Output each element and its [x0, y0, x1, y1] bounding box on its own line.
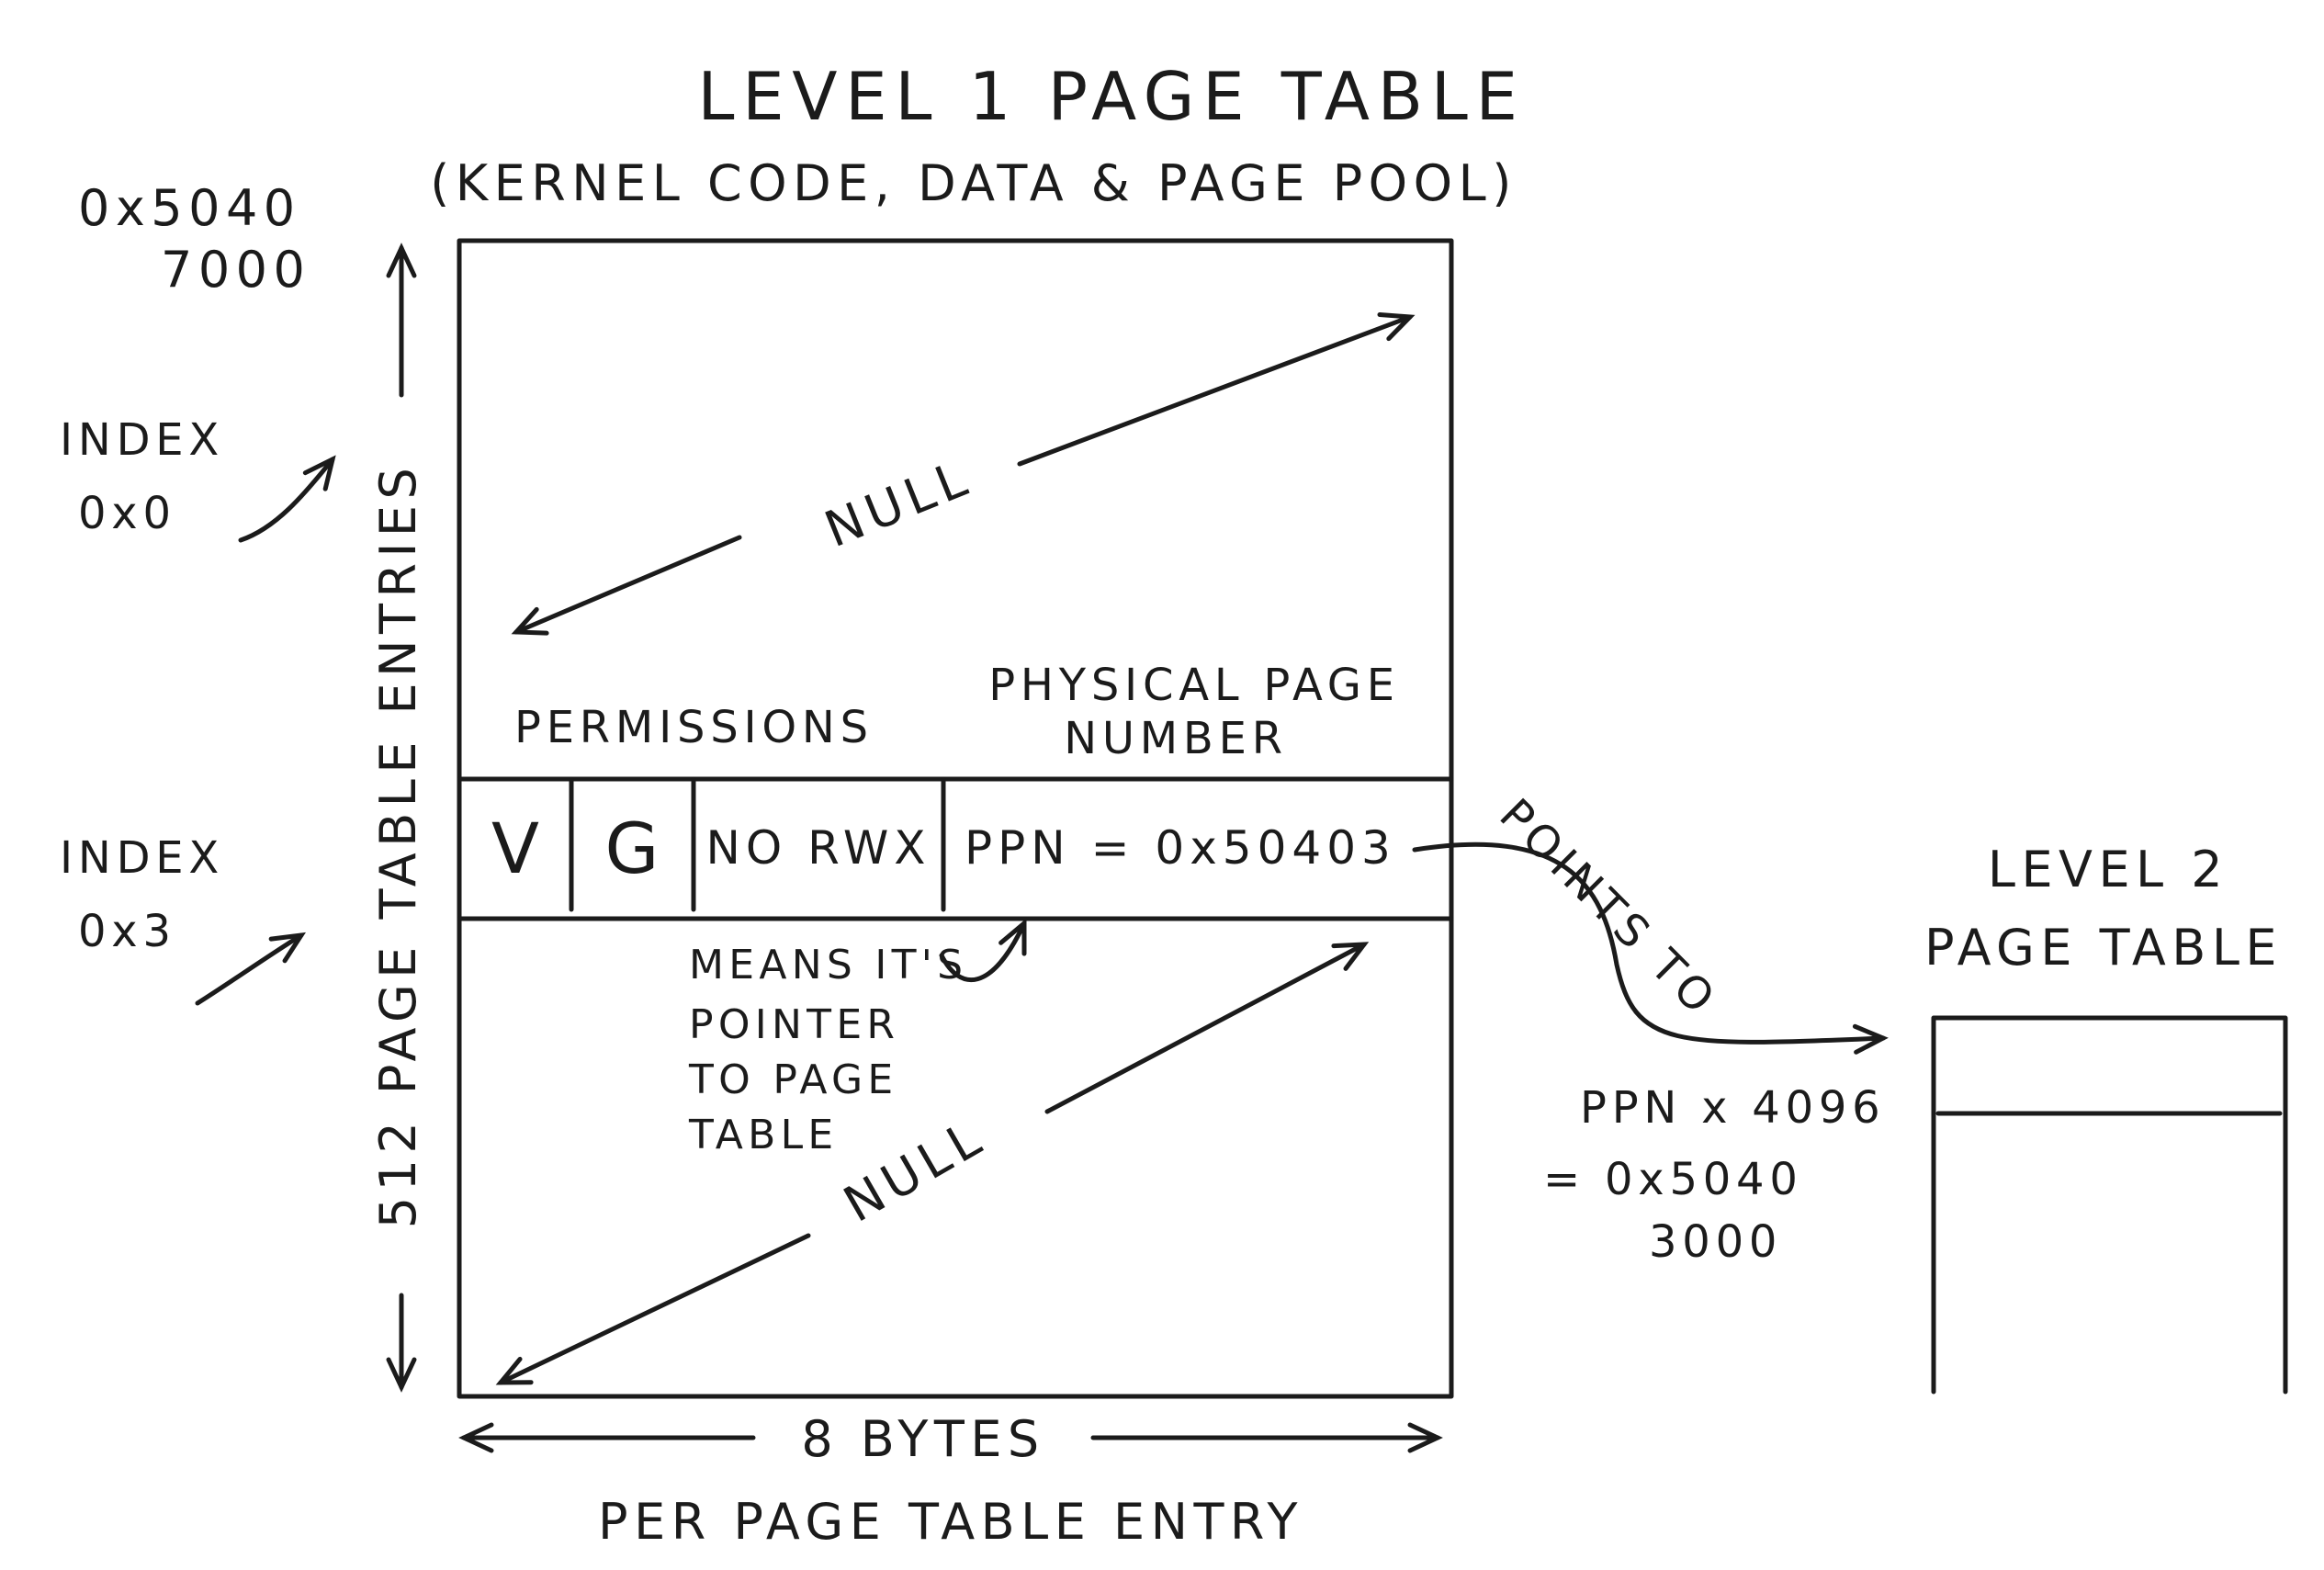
ppn-calc-line2: = 0x5040 — [1543, 1154, 1803, 1205]
valid-bit: V — [491, 808, 539, 889]
note-arrow — [939, 918, 1027, 982]
null-bottom-arrow-left — [495, 1233, 811, 1385]
points-to-label: POINTS TO — [1490, 789, 1728, 1027]
note-line1: MEANS IT'S — [689, 942, 967, 988]
index3-value: 0x3 — [78, 906, 176, 957]
note-line2: POINTER — [689, 1001, 899, 1048]
level2-table — [1931, 1015, 2288, 1395]
null-top-arrow-right — [1017, 311, 1416, 467]
note-line4: TABLE — [688, 1112, 838, 1158]
level1-subtitle: (KERNEL CODE, DATA & PAGE POOL) — [430, 154, 1517, 212]
null-top-arrow-left — [511, 535, 742, 636]
index0-label: INDEX — [60, 414, 224, 466]
ppn-header-line1: PHYSICAL PAGE — [988, 660, 1400, 711]
index3-label: INDEX — [60, 832, 224, 884]
entries-dimension-label: 512 PAGE TABLE ENTRIES — [369, 462, 427, 1229]
rwx-bits: NO RWX — [705, 821, 931, 875]
base-address-line2: 7000 — [161, 241, 310, 299]
index3-arrow — [195, 932, 307, 1006]
ppn-calc-line3: 3000 — [1649, 1216, 1782, 1268]
permissions-header: PERMISSIONS — [514, 702, 874, 753]
ppn-calc-line1: PPN x 4096 — [1580, 1082, 1885, 1134]
base-address-line1: 0x5040 — [78, 179, 301, 237]
null-bottom-label: NULL — [834, 1107, 995, 1234]
level2-title-line1: LEVEL 2 — [1988, 841, 2228, 898]
note-line3: TO PAGE — [688, 1056, 897, 1103]
points-to-arrow — [1412, 841, 1889, 1055]
level1-title: LEVEL 1 PAGE TABLE — [697, 58, 1525, 135]
ppn-value: PPN = 0x50403 — [965, 821, 1396, 875]
level2-title-line2: PAGE TABLE — [1924, 919, 2283, 977]
width-dimension-sublabel: PER PAGE TABLE ENTRY — [598, 1493, 1303, 1551]
global-bit: G — [605, 808, 660, 889]
width-dimension-label: 8 BYTES — [801, 1410, 1044, 1468]
index0-arrow — [238, 455, 336, 543]
ppn-header-line2: NUMBER — [1064, 713, 1288, 764]
level1-table — [457, 238, 1454, 1399]
index0-value: 0x0 — [78, 488, 176, 539]
null-top-label: NULL — [817, 448, 980, 559]
null-bottom-arrow-right — [1044, 942, 1370, 1114]
